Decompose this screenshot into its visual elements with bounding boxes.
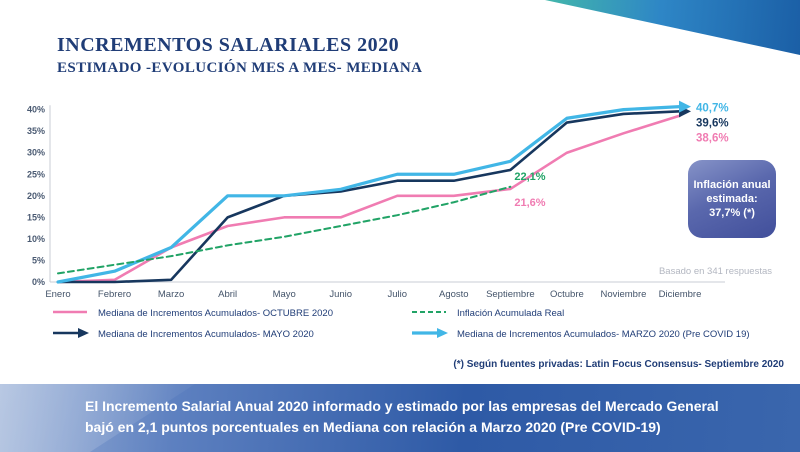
green-dashed-line-swatch-icon xyxy=(411,306,451,321)
chart-canvas: 0% 5% 10% 15% 20% 25% 30% 35% 40% Enero Febrero Mar… xyxy=(27,100,729,300)
svg-text:20%: 20% xyxy=(27,191,45,201)
source-footnote: (*) Según fuentes privadas: Latin Focus … xyxy=(453,359,784,370)
svg-text:39,6%: 39,6% xyxy=(696,118,729,130)
svg-text:Agosto: Agosto xyxy=(439,289,469,300)
svg-text:Febrero: Febrero xyxy=(98,289,131,300)
summary-banner-text: El Incremento Salarial Anual 2020 inform… xyxy=(85,398,719,435)
svg-text:Abril: Abril xyxy=(218,289,237,300)
legend-item-octubre: Mediana de Incrementos Acumulados- OCTUB… xyxy=(52,306,397,321)
page-subtitle: ESTIMADO -EVOLUCIÓN MES A MES- MEDIANA xyxy=(57,60,423,76)
svg-text:Enero: Enero xyxy=(45,289,70,300)
corner-decoration xyxy=(545,0,800,55)
svg-text:5%: 5% xyxy=(32,255,45,265)
svg-text:Marzo: Marzo xyxy=(158,289,184,300)
pink-line-swatch-icon xyxy=(52,306,92,321)
salary-increase-chart: 0% 5% 10% 15% 20% 25% 30% 35% 40% Enero Febrero Mar… xyxy=(20,86,765,306)
svg-text:40,7%: 40,7% xyxy=(696,103,729,115)
title-block: INCREMENTOS SALARIALES 2020 ESTIMADO -EV… xyxy=(57,34,422,77)
svg-text:15%: 15% xyxy=(27,212,45,222)
responses-note: Basado en 341 respuestas xyxy=(658,266,772,277)
summary-banner: El Incremento Salarial Anual 2020 inform… xyxy=(0,384,800,452)
svg-text:35%: 35% xyxy=(27,126,45,136)
legend-label: Inflación Acumulada Real xyxy=(457,308,565,319)
svg-text:40%: 40% xyxy=(27,105,45,115)
legend-item-mayo: Mediana de Incrementos Acumulados- MAYO … xyxy=(52,327,397,342)
inflation-badge: Inflación anual estimada: 37,7% (*) xyxy=(688,160,776,238)
svg-text:Julio: Julio xyxy=(387,289,407,300)
svg-text:Diciembre: Diciembre xyxy=(659,289,702,300)
svg-text:10%: 10% xyxy=(27,234,45,244)
svg-text:38,6%: 38,6% xyxy=(696,133,729,145)
navy-arrow-swatch-icon xyxy=(52,327,92,342)
page-title: INCREMENTOS SALARIALES 2020 xyxy=(57,34,400,56)
legend-label: Mediana de Incrementos Acumulados- OCTUB… xyxy=(98,308,333,319)
inflation-badge-value: 37,7% (*) xyxy=(709,207,755,220)
svg-text:Mayo: Mayo xyxy=(273,289,296,300)
svg-text:22,1%: 22,1% xyxy=(514,171,545,183)
legend-item-inflacion: Inflación Acumulada Real xyxy=(411,306,750,321)
svg-text:25%: 25% xyxy=(27,169,45,179)
svg-text:0%: 0% xyxy=(32,277,45,287)
svg-text:Septiembre: Septiembre xyxy=(486,289,535,300)
legend-label: Mediana de Incrementos Acumulados- MAYO … xyxy=(98,329,314,340)
svg-text:21,6%: 21,6% xyxy=(514,197,545,209)
svg-text:Octubre: Octubre xyxy=(550,289,584,300)
inflation-badge-label: Inflación anual estimada: xyxy=(693,178,771,205)
legend-label: Mediana de Incrementos Acumulados- MARZO… xyxy=(457,329,750,340)
svg-text:Junio: Junio xyxy=(329,289,352,300)
svg-text:Noviembre: Noviembre xyxy=(600,289,646,300)
svg-text:30%: 30% xyxy=(27,148,45,158)
legend-item-marzo-precovid: Mediana de Incrementos Acumulados- MARZO… xyxy=(411,327,750,342)
chart-legend: Mediana de Incrementos Acumulados- OCTUB… xyxy=(52,306,750,342)
cyan-arrow-swatch-icon xyxy=(411,327,451,342)
